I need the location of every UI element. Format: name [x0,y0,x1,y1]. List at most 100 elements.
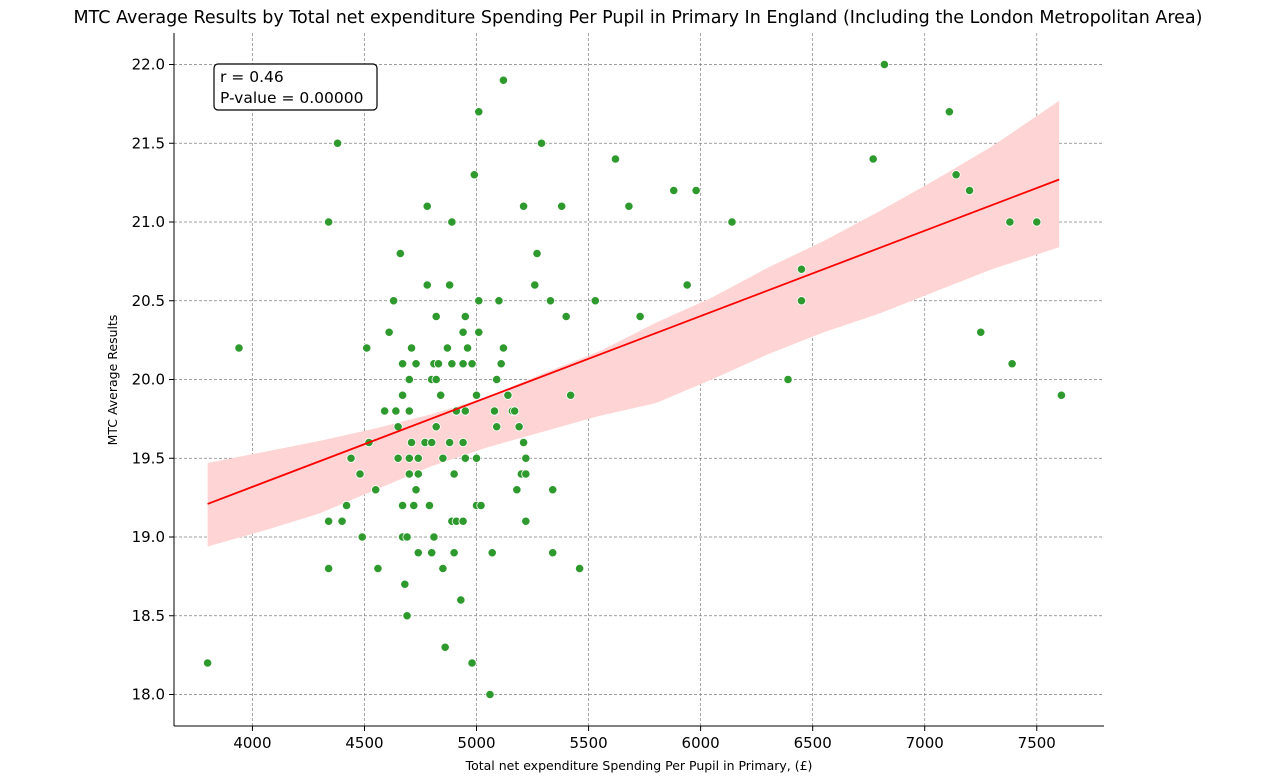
data-point [404,374,414,385]
data-point [324,516,334,526]
data-point [590,296,600,306]
data-point [380,406,390,416]
data-point [389,296,399,306]
confidence-band [207,100,1060,547]
data-point [397,359,408,369]
data-point [964,185,975,196]
data-point [521,516,531,526]
data-point [395,248,405,259]
data-point [456,595,466,605]
data-point [1056,390,1067,400]
data-point [476,500,486,511]
data-point [424,500,435,511]
data-point [545,296,556,306]
y-tick-label: 18.0 [132,686,165,704]
data-point [438,563,448,574]
data-point [341,500,352,511]
data-point [1005,217,1015,227]
data-point [624,201,634,211]
data-point [474,327,484,337]
data-point [458,327,468,337]
data-point [458,359,468,369]
y-tick-label: 18.5 [132,607,165,625]
data-point [691,185,701,196]
data-point [485,689,495,700]
y-tick-label: 19.5 [132,449,165,467]
data-point [203,658,213,668]
y-axis-label: MTC Average Results [105,315,120,446]
data-point [496,359,506,369]
data-point [610,154,621,164]
data-point [951,170,961,180]
data-point [503,390,513,400]
data-point [561,311,571,322]
data-point [404,453,414,463]
x-tick-label: 7500 [1018,734,1056,752]
data-point [404,469,414,479]
x-tick-label: 4000 [233,734,271,752]
y-tick-label: 21.0 [132,213,165,231]
x-axis-label: Total net expenditure Spending Per Pupil… [465,758,813,773]
regression-line [207,178,1060,505]
data-point [362,343,372,353]
data-point [498,75,509,85]
data-point [337,516,347,526]
data-point [492,374,502,385]
data-point [431,374,441,385]
data-point [433,359,444,369]
data-points [203,59,1067,700]
data-point [536,138,547,148]
data-point [413,469,423,479]
stats-box [213,63,378,111]
x-tick-label: 6000 [682,734,720,752]
data-point [397,390,408,400]
data-point [402,532,412,542]
data-point [391,406,401,416]
data-point [324,563,334,574]
data-point [548,548,558,558]
data-point [727,217,737,227]
data-point [332,138,343,148]
data-point [357,532,367,542]
data-point [682,280,692,290]
x-tick-label: 6500 [794,734,832,752]
data-point [402,611,412,621]
x-ticks: 4000 4500 5000 5500 6000 6500 7000 7500 [233,726,1056,752]
data-point [575,563,585,574]
data-point [462,343,473,353]
data-point [449,469,459,479]
data-point [355,469,365,479]
data-point [566,390,576,400]
data-point [427,548,437,558]
data-point [521,453,531,463]
data-point [783,374,793,385]
x-tick-label: 5000 [457,734,495,752]
data-point [944,107,954,117]
data-point [471,453,482,463]
y-tick-label: 20.0 [132,371,165,389]
data-point [467,359,477,369]
data-point [487,548,497,558]
stats-p-value: P-value = 0.00000 [220,89,363,107]
data-point [409,500,419,511]
data-point [489,406,500,416]
data-point [492,422,502,432]
data-point [234,343,244,353]
data-point [532,248,542,259]
data-point [518,437,529,448]
x-tick-label: 7000 [906,734,944,752]
data-point [635,311,645,322]
data-point [400,579,410,589]
data-point [429,532,439,542]
data-point [460,453,470,463]
data-point [411,359,421,369]
data-point [467,658,477,668]
data-point [422,280,432,290]
data-point [458,437,468,448]
data-point [406,437,417,448]
data-point [449,548,459,558]
data-point [397,500,408,511]
chart-title: MTC Average Results by Total net expendi… [74,8,1203,28]
y-tick-label: 20.5 [132,292,165,310]
